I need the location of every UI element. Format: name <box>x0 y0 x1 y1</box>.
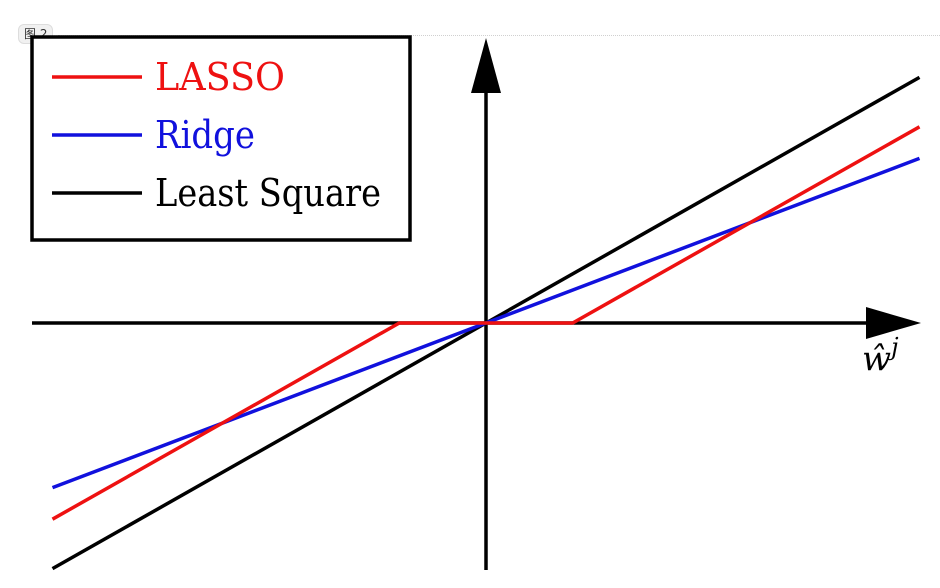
divider <box>58 35 940 36</box>
y-axis-arrowhead <box>471 38 501 93</box>
x-axis-label-main: ŵ <box>862 339 891 379</box>
x-axis-arrowhead <box>866 307 921 339</box>
legend-label-lasso: LASSO <box>155 55 285 99</box>
series-layer <box>51 75 921 571</box>
legend-box <box>30 35 412 242</box>
legend: LASSO Ridge Least Square <box>30 35 412 242</box>
x-axis-label: ŵj <box>862 333 899 379</box>
legend-label-ridge: Ridge <box>155 113 255 157</box>
series-line-lasso <box>51 125 921 521</box>
legend-label-least-square: Least Square <box>155 171 381 215</box>
